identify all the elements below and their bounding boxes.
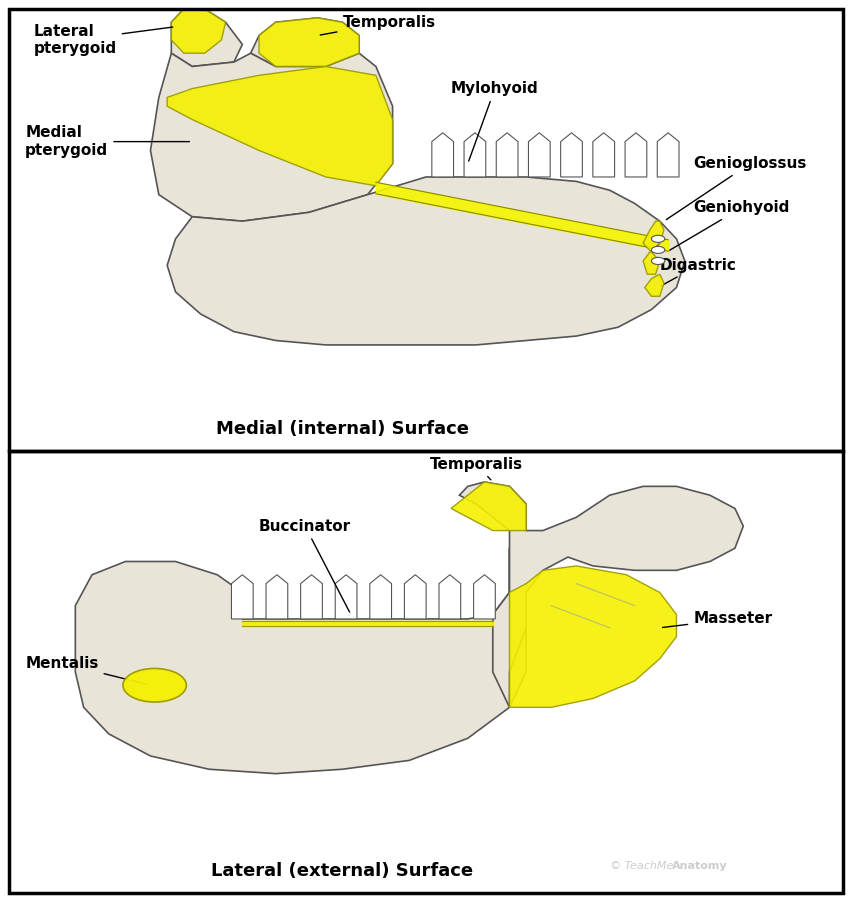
Polygon shape	[474, 575, 495, 619]
Text: Mylohyoid: Mylohyoid	[451, 81, 538, 161]
Text: Buccinator: Buccinator	[259, 519, 351, 612]
Circle shape	[123, 668, 187, 702]
Circle shape	[652, 235, 665, 243]
Polygon shape	[561, 133, 583, 177]
Polygon shape	[657, 133, 679, 177]
Polygon shape	[464, 133, 486, 177]
Polygon shape	[232, 575, 253, 619]
Text: Temporalis: Temporalis	[320, 14, 435, 35]
Polygon shape	[167, 177, 685, 345]
Polygon shape	[643, 244, 659, 274]
Text: Masseter: Masseter	[663, 612, 772, 628]
Polygon shape	[645, 274, 664, 296]
Polygon shape	[259, 18, 360, 67]
Polygon shape	[370, 575, 392, 619]
Polygon shape	[335, 575, 357, 619]
Polygon shape	[75, 548, 527, 774]
Text: Genioglossus: Genioglossus	[666, 156, 807, 219]
Polygon shape	[405, 575, 426, 619]
Circle shape	[652, 246, 665, 253]
Text: Mentalis: Mentalis	[26, 656, 147, 685]
Polygon shape	[151, 53, 393, 221]
Polygon shape	[439, 575, 461, 619]
Polygon shape	[167, 67, 393, 186]
Circle shape	[652, 257, 665, 264]
Text: © TeachMe: © TeachMe	[610, 861, 673, 871]
Polygon shape	[266, 575, 288, 619]
Text: Lateral
pterygoid: Lateral pterygoid	[33, 23, 173, 56]
Text: Lateral (external) Surface: Lateral (external) Surface	[211, 861, 474, 879]
Text: Digastric: Digastric	[659, 258, 737, 286]
Text: Anatomy: Anatomy	[672, 861, 728, 871]
Polygon shape	[625, 133, 647, 177]
Polygon shape	[459, 482, 743, 707]
Text: Geniohyoid: Geniohyoid	[669, 200, 790, 251]
Polygon shape	[171, 9, 242, 67]
Polygon shape	[432, 133, 453, 177]
Polygon shape	[528, 133, 550, 177]
Polygon shape	[593, 133, 614, 177]
Polygon shape	[451, 482, 527, 530]
Text: Medial (internal) Surface: Medial (internal) Surface	[216, 419, 469, 437]
Polygon shape	[509, 566, 676, 707]
Polygon shape	[301, 575, 322, 619]
Text: Temporalis: Temporalis	[429, 456, 522, 480]
Polygon shape	[496, 133, 518, 177]
Polygon shape	[643, 221, 664, 252]
Polygon shape	[250, 18, 360, 67]
Text: Medial
pterygoid: Medial pterygoid	[26, 125, 189, 158]
Polygon shape	[171, 9, 226, 53]
